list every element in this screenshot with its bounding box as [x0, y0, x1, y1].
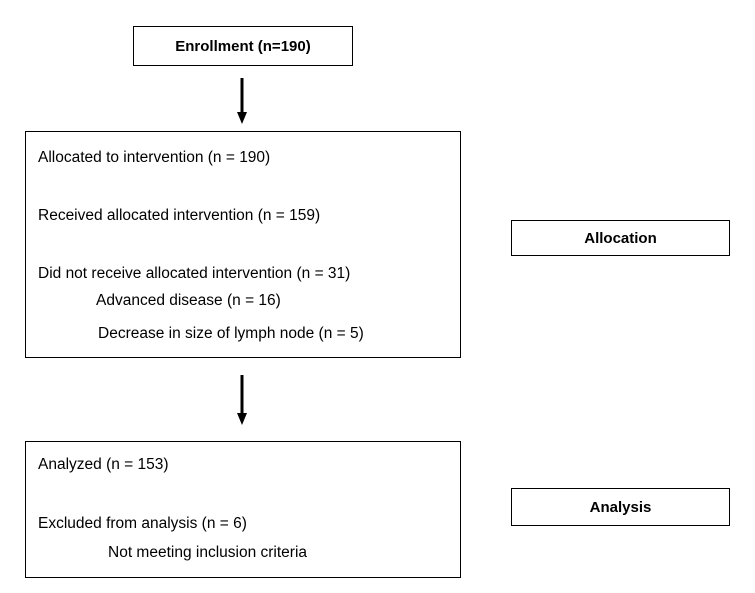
not-received-text: Did not receive allocated intervention (…	[38, 265, 351, 282]
allocation-stage-label: Allocation	[584, 229, 657, 247]
analyzed-text: Analyzed (n = 153)	[38, 456, 169, 473]
excluded-text: Excluded from analysis (n = 6)	[38, 515, 247, 532]
allocated-text: Allocated to intervention (n = 190)	[38, 149, 271, 166]
analysis-stage-label: Analysis	[589, 498, 652, 516]
arrow-allocation-to-analysis	[236, 375, 248, 425]
enrollment-label: Enrollment (n=190)	[175, 37, 311, 55]
arrow-enrollment-to-allocation	[236, 78, 248, 124]
not-meeting-text: Not meeting inclusion criteria	[108, 544, 308, 561]
analysis-stage-box: Analysis	[511, 488, 730, 526]
advanced-disease-text: Advanced disease (n = 16)	[96, 292, 281, 309]
allocation-detail-box: Allocated to intervention (n = 190) Rece…	[25, 131, 461, 358]
enrollment-box: Enrollment (n=190)	[133, 26, 353, 66]
decrease-lymph-text: Decrease in size of lymph node (n = 5)	[98, 325, 364, 342]
received-text: Received allocated intervention (n = 159…	[38, 207, 321, 224]
analysis-detail-box: Analyzed (n = 153) Excluded from analysi…	[25, 441, 461, 578]
allocation-stage-box: Allocation	[511, 220, 730, 256]
